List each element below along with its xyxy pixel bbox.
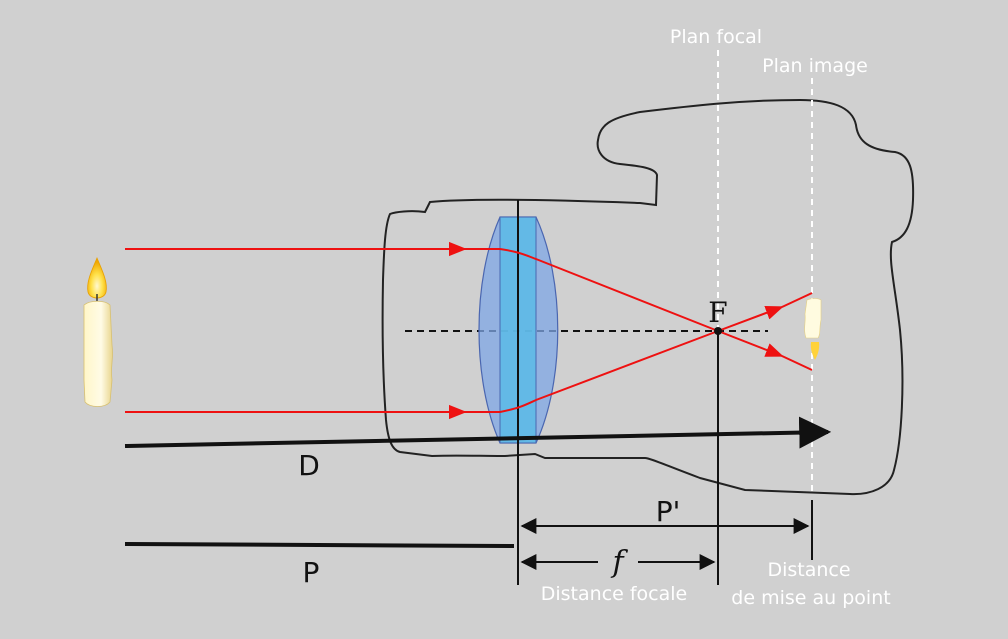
distance-P-line [124, 542, 515, 548]
plan-focal-label: Plan focal [670, 26, 762, 48]
candle-icon [83, 256, 113, 407]
f-label-mask [598, 544, 638, 578]
refracted-ray-bottom [499, 330, 719, 413]
plan-image-label: Plan image [762, 55, 868, 77]
distance-P-label: P [303, 556, 320, 589]
distance-P-prime-label: P' [656, 495, 681, 528]
distance-mise-label-line1: Distance [767, 559, 850, 581]
camera-outline-icon [381, 98, 915, 496]
inverted-candle-image-icon [804, 298, 822, 360]
diverging-ray-top-out [717, 305, 784, 332]
light-rays [125, 241, 813, 420]
refracted-ray-top [499, 248, 719, 332]
diverging-ray-bottom-out [717, 330, 784, 357]
distance-D-label: D [298, 449, 320, 482]
focal-point-dot [714, 327, 722, 335]
focal-point-label: F [708, 296, 727, 329]
distance-D-arrow [124, 416, 832, 449]
distance-mise-label-line2: de mise au point [731, 587, 890, 609]
distance-focale-label: Distance focale [541, 583, 688, 605]
